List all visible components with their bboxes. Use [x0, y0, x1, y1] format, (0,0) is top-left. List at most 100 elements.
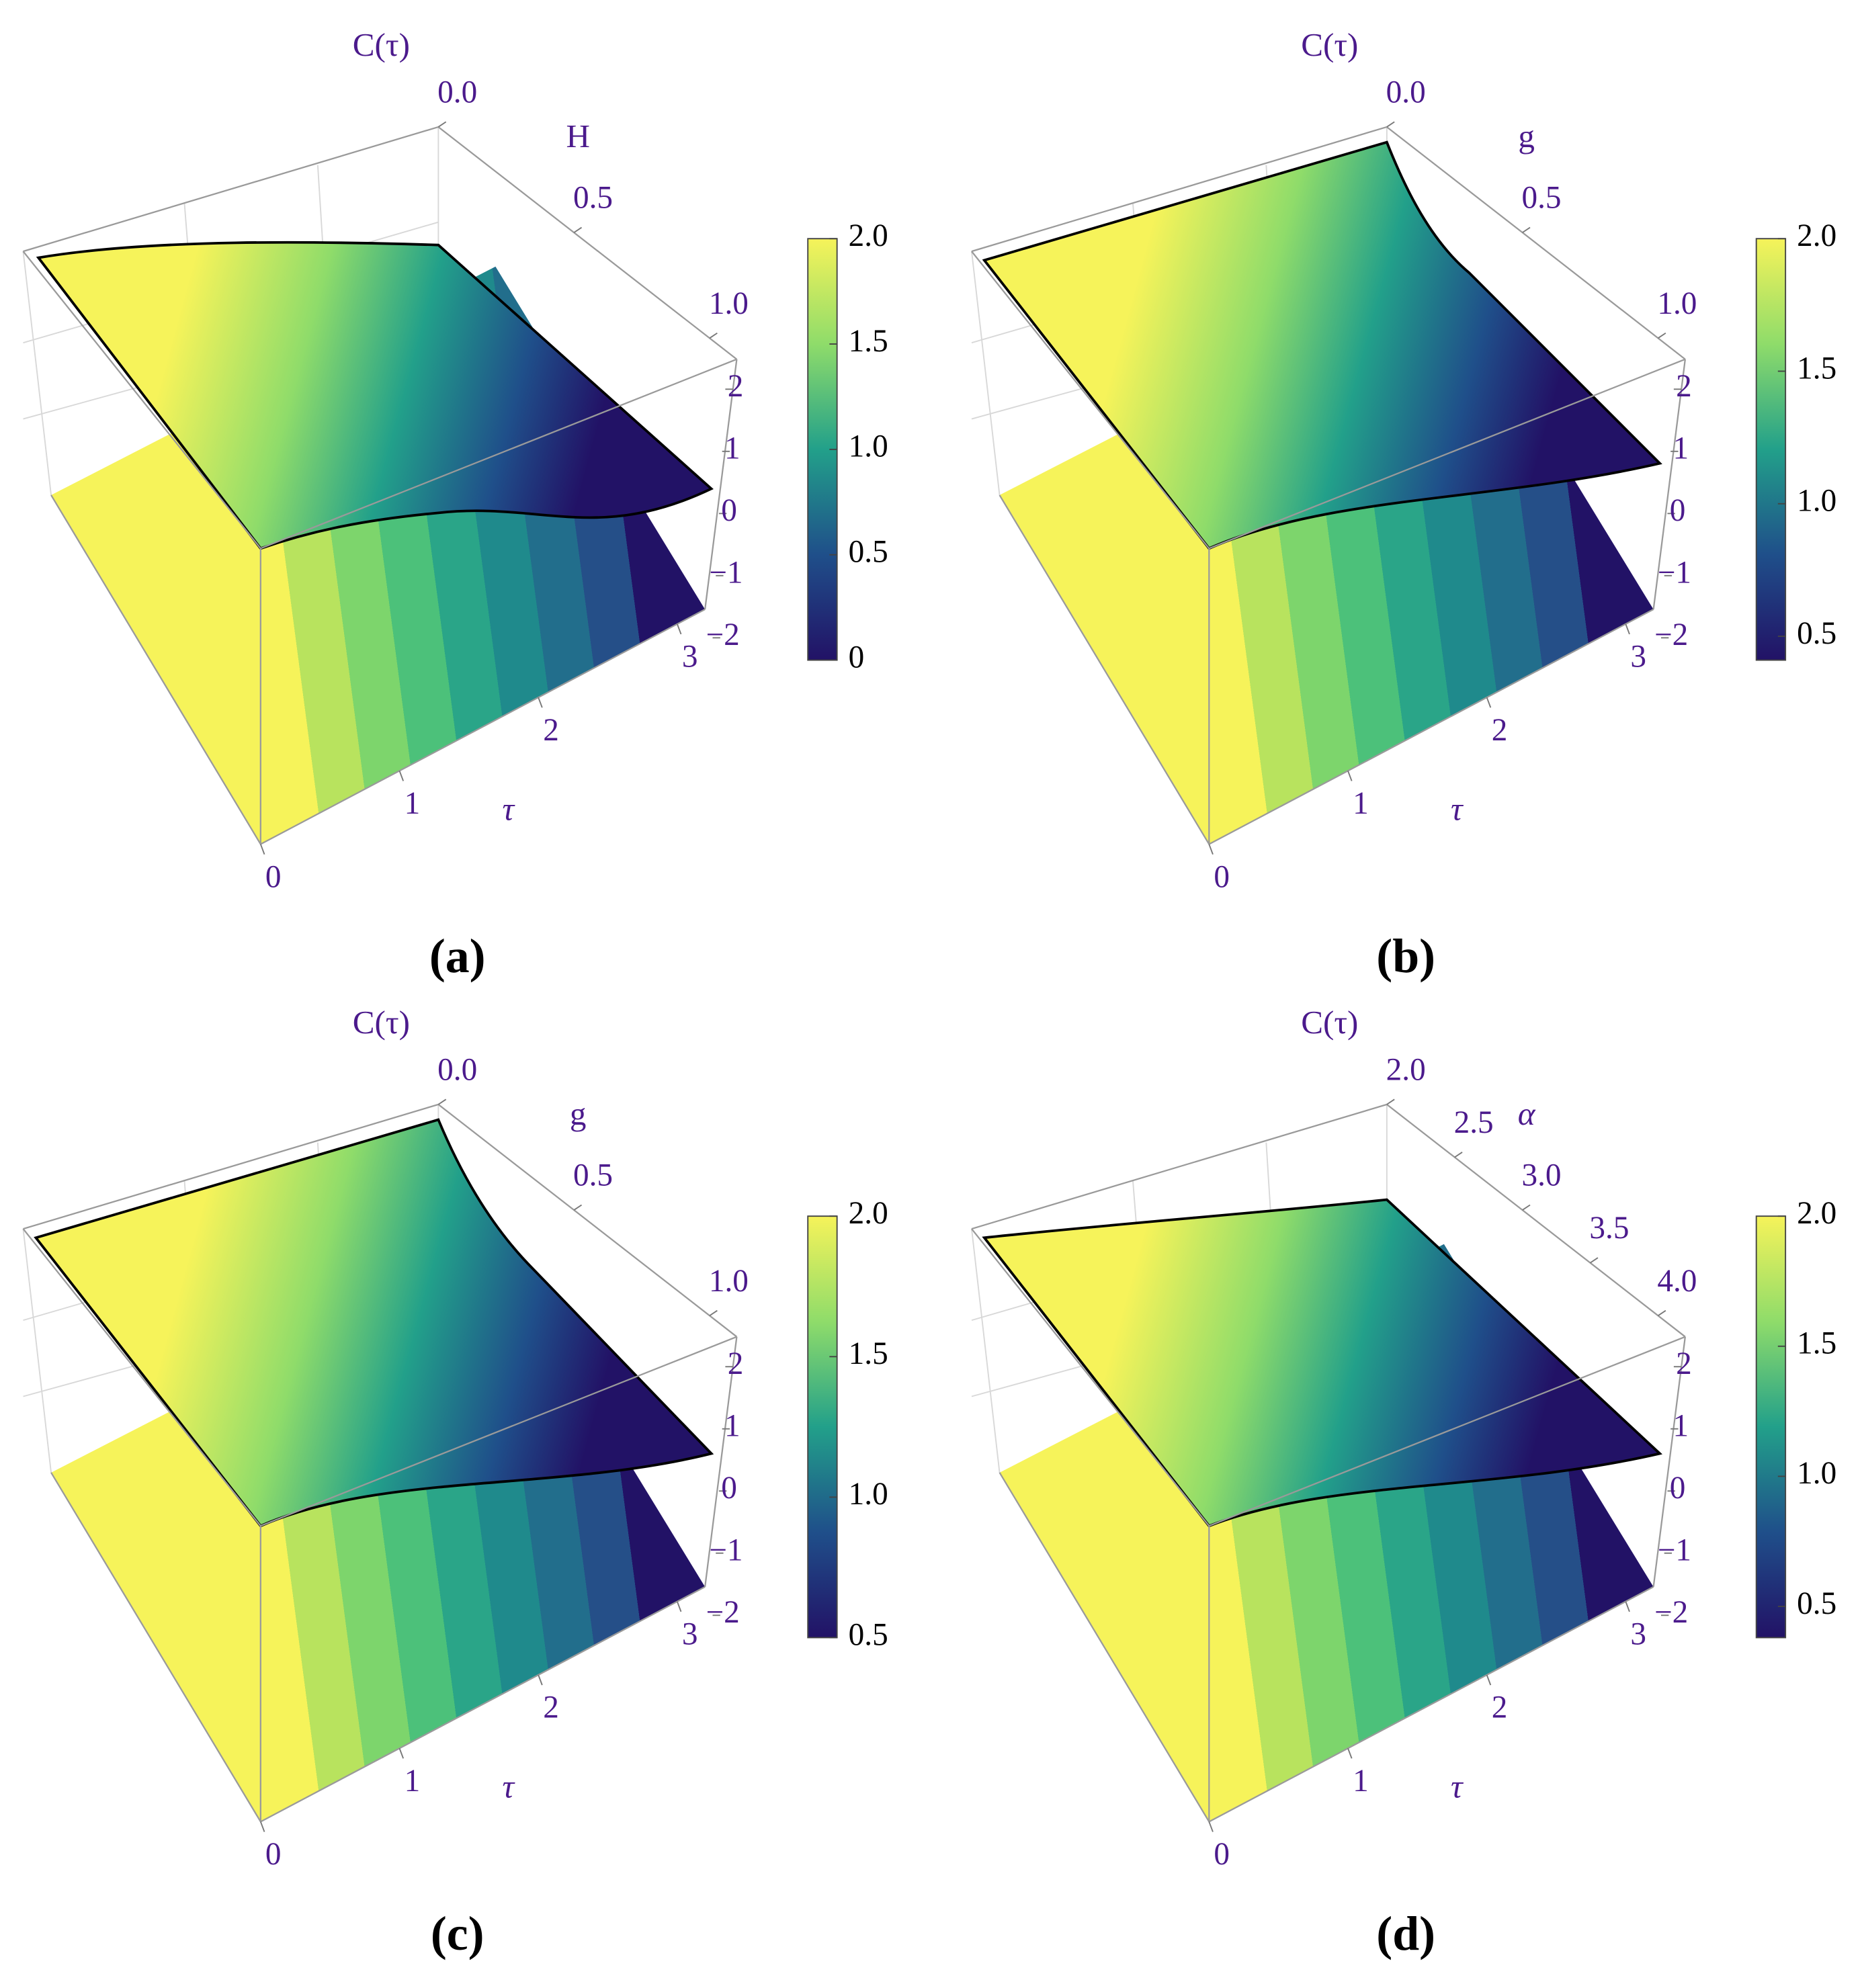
colorbar-tick-label: 0.5 [849, 1617, 888, 1652]
x-axis-label: τ [1451, 791, 1464, 828]
y-tick-label: 0.0 [437, 75, 477, 110]
z-axis-label: C(τ) [353, 1004, 410, 1041]
x-tick [398, 1747, 405, 1759]
x-tick [538, 1674, 543, 1686]
colorbar [1755, 238, 1787, 661]
y-tick-label: 4.0 [1657, 1264, 1697, 1299]
z-tick-label: 2 [728, 369, 744, 404]
y-tick [1386, 1098, 1395, 1105]
y-tick [573, 226, 583, 233]
x-tick-label: 1 [1353, 786, 1369, 821]
x-tick-label: 3 [1630, 1617, 1646, 1652]
z-axis-label: C(τ) [1301, 26, 1358, 63]
box-edge [22, 1228, 261, 1526]
y-tick [1386, 121, 1395, 128]
colorbar-tick-label: 2.0 [1797, 1196, 1836, 1231]
y-tick-label: 1.0 [709, 286, 749, 321]
z-tick-label: 0 [1670, 493, 1686, 528]
x-tick-label: 1 [405, 1764, 421, 1799]
colorbar [807, 1215, 838, 1639]
x-axis-label: τ [502, 1768, 515, 1805]
z-tick-label: −2 [706, 1595, 739, 1630]
y-tick [709, 1309, 718, 1317]
y-axis-label: H [566, 118, 589, 155]
z-tick-label: −2 [706, 617, 739, 652]
box-edge [22, 251, 52, 496]
z-tick-label: 0 [721, 1471, 737, 1506]
colorbar [1755, 1215, 1787, 1639]
panel-caption: (c) [431, 1907, 484, 1960]
y-tick-label: 3.5 [1589, 1211, 1629, 1246]
x-tick [259, 844, 265, 855]
panel: 0 1 2 3 τ 0.0 0.5 1.0 H −2 −1 0 1 2 C(τ) 0 0.5 1.0 1.5 2.0 (… [22, 26, 888, 983]
z-tick-label: −1 [709, 556, 743, 591]
z-tick-label: 1 [1673, 1409, 1689, 1444]
y-tick [1590, 1257, 1599, 1264]
z-tick-label: −2 [1654, 617, 1688, 652]
y-tick-label: 0.5 [1522, 181, 1562, 216]
panel-caption: (b) [1376, 929, 1435, 983]
x-tick-label: 1 [405, 786, 421, 821]
x-tick-label: 2 [543, 1690, 559, 1725]
x-tick-label: 0 [1214, 859, 1230, 894]
box-edge [22, 1228, 52, 1473]
y-axis-label: g [570, 1095, 587, 1132]
box-edge [1652, 359, 1687, 610]
colorbar-tick-label: 1.5 [1797, 1326, 1836, 1361]
z-tick-label: 0 [1670, 1471, 1686, 1506]
colorbar-tick-label: 0.5 [849, 535, 888, 570]
y-tick-label: 3.0 [1522, 1158, 1562, 1193]
y-axis-label: g [1518, 118, 1535, 155]
y-tick-label: 2.5 [1454, 1105, 1494, 1140]
colorbar-tick-label: 0.5 [1797, 616, 1836, 651]
colorbar-tick-label: 2.0 [1797, 218, 1836, 253]
x-tick [538, 697, 543, 708]
y-tick-label: 1.0 [709, 1264, 749, 1299]
z-tick-label: 1 [724, 431, 740, 466]
colorbar-tick-label: 1.5 [849, 324, 888, 359]
z-tick-label: 1 [1673, 431, 1689, 466]
x-tick-label: 0 [1214, 1837, 1230, 1872]
y-tick [1657, 332, 1666, 339]
panel: 0 1 2 3 τ 2.0 2.5 3.0 3.5 4.0 α −2 −1 0 1 2 C(τ) 0.5 1.0 1.… [971, 1004, 1836, 1960]
z-tick-label: 2 [728, 1346, 744, 1381]
z-tick-label: 2 [1676, 369, 1692, 404]
colorbar-tick-label: 0.5 [1797, 1586, 1836, 1621]
z-axis-label: C(τ) [1301, 1004, 1358, 1041]
box-edge [704, 359, 738, 610]
colorbar-tick-label: 1.0 [849, 1477, 888, 1512]
colorbar-tick-label: 2.0 [849, 218, 888, 253]
surface [982, 140, 1662, 550]
y-tick-label: 2.0 [1386, 1052, 1426, 1087]
x-tick-label: 2 [1492, 1690, 1508, 1725]
colorbar-tick-label: 1.0 [849, 429, 888, 464]
colorbar-tick-label: 0 [849, 640, 865, 675]
colorbar-tick-label: 1.5 [1797, 351, 1836, 386]
y-tick [437, 1098, 447, 1105]
x-tick [1347, 770, 1353, 781]
x-tick [676, 623, 682, 635]
x-tick [1486, 1674, 1492, 1686]
box-edge [1208, 1336, 1686, 1527]
z-tick-label: −1 [1658, 1533, 1691, 1568]
z-tick-label: 0 [721, 493, 737, 528]
y-tick [1657, 1309, 1666, 1317]
x-tick-label: 2 [543, 713, 559, 748]
colorbar-tick-label: 1.5 [849, 1336, 888, 1371]
box-edge [971, 251, 1001, 496]
panel: 0 1 2 3 τ 0.0 0.5 1.0 g −2 −1 0 1 2 C(τ) 0.5 1.0 1.5 2.0 (b… [971, 26, 1836, 983]
panel-caption: (d) [1376, 1907, 1435, 1960]
x-axis-label: τ [502, 791, 515, 828]
box-edge [1652, 1336, 1687, 1588]
box-edge [971, 251, 1210, 549]
y-tick-label: 0.0 [437, 1052, 477, 1087]
x-tick-label: 0 [265, 1837, 282, 1872]
box-edge [1208, 358, 1686, 550]
y-tick [1522, 1204, 1531, 1211]
z-tick-label: 1 [724, 1409, 740, 1444]
y-axis-label: α [1518, 1095, 1536, 1132]
y-tick [573, 1204, 583, 1211]
x-tick-label: 2 [1492, 713, 1508, 748]
x-tick [259, 1821, 265, 1832]
z-tick-label: −2 [1654, 1595, 1688, 1630]
